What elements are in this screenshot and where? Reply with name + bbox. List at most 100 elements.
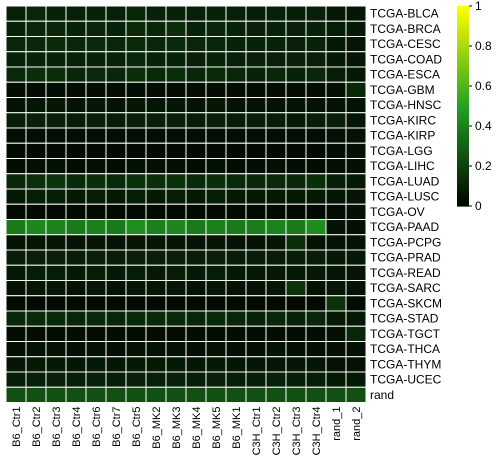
heatmap-cell [105,20,127,37]
heatmap-cell [85,142,107,159]
heatmap-cell [25,234,47,251]
heatmap-cell [265,295,287,312]
legend-gradient-step [457,124,469,127]
legend-tick-label: 0.4 [475,119,492,133]
heatmap-cell [185,158,207,175]
legend-gradient-step [457,152,469,155]
heatmap-cell [145,142,167,159]
heatmap-cell [265,219,287,236]
heatmap-cell [305,341,327,358]
heatmap-cell [205,66,227,83]
heatmap-cell [225,5,247,22]
legend-gradient-step [457,40,469,43]
heatmap-cell [265,234,287,251]
heatmap-cell [45,36,67,53]
heatmap-cell [185,310,207,327]
heatmap-cell [105,280,127,297]
heatmap-cell [45,280,67,297]
row-label: TCGA-LUAD [370,174,440,188]
heatmap-cell [25,310,47,327]
heatmap-cell [285,66,307,83]
heatmap-cell [145,341,167,358]
legend-gradient-step [457,86,469,89]
heatmap-cell [145,5,167,22]
heatmap-cell [245,5,267,22]
legend-gradient-step [457,192,469,195]
heatmap-cell [225,219,247,236]
heatmap-cell [205,36,227,53]
heatmap-cell [145,325,167,342]
row-label: TCGA-PCPG [370,235,441,249]
heatmap-cell [145,264,167,281]
legend-gradient-step [457,46,469,49]
heatmap-cell [285,295,307,312]
heatmap-cell [305,20,327,37]
heatmap-cell [45,371,67,388]
heatmap-cell [185,51,207,68]
heatmap-cell [185,173,207,190]
heatmap-cell [205,386,227,403]
heatmap-cell [345,234,367,251]
heatmap-cell [225,234,247,251]
heatmap-cell [65,371,87,388]
legend-gradient-step [457,96,469,99]
heatmap-cell [285,112,307,129]
heatmap-cell [105,264,127,281]
heatmap-cell [105,386,127,403]
legend-gradient-step [457,186,469,189]
heatmap-cell [65,97,87,114]
legend-gradient-step [457,12,469,15]
heatmap-cell [165,142,187,159]
heatmap-cell [245,20,267,37]
legend-gradient-step [457,156,469,159]
heatmap-cell [325,325,347,342]
heatmap-cell [45,158,67,175]
heatmap-cell [205,234,227,251]
heatmap-cell [265,66,287,83]
heatmap-cell [25,20,47,37]
row-label: TCGA-BRCA [370,22,441,36]
heatmap-cell [5,127,27,144]
heatmap-cell [45,356,67,373]
heatmap-cell [25,295,47,312]
heatmap-cell [5,234,27,251]
heatmap-cell [25,325,47,342]
heatmap-cell [345,142,367,159]
heatmap-cell [85,386,107,403]
heatmap-cell [145,188,167,205]
heatmap-cell [265,371,287,388]
heatmap-cell [125,295,147,312]
legend-gradient-step [457,166,469,169]
heatmap-cell [125,203,147,220]
heatmap-cell [345,112,367,129]
legend-gradient-step [457,204,469,207]
column-label: rand_2 [351,407,363,441]
row-label: TCGA-THCA [370,342,440,356]
heatmap-cell [205,264,227,281]
heatmap-cell [245,341,267,358]
heatmap-cell [345,173,367,190]
heatmap-cell [305,112,327,129]
heatmap-cell [105,325,127,342]
heatmap-cell [85,173,107,190]
heatmap-cell [305,280,327,297]
heatmap-cell [5,203,27,220]
legend-gradient-step [457,134,469,137]
heatmap-cell [285,127,307,144]
row-label: TCGA-OV [370,205,425,219]
heatmap-cell [205,341,227,358]
heatmap-cell [265,81,287,98]
column-label: B6_Ctr7 [111,407,123,447]
heatmap-cell [225,295,247,312]
heatmap-cell [5,51,27,68]
heatmap-cell [305,81,327,98]
heatmap-cell [325,219,347,236]
legend-gradient-step [457,24,469,27]
legend-gradient-step [457,64,469,67]
heatmap-cell [205,310,227,327]
heatmap-cell [105,203,127,220]
heatmap-cell [265,356,287,373]
heatmap-cell [5,264,27,281]
row-label: TCGA-CESC [370,37,441,51]
heatmap-cell [5,188,27,205]
